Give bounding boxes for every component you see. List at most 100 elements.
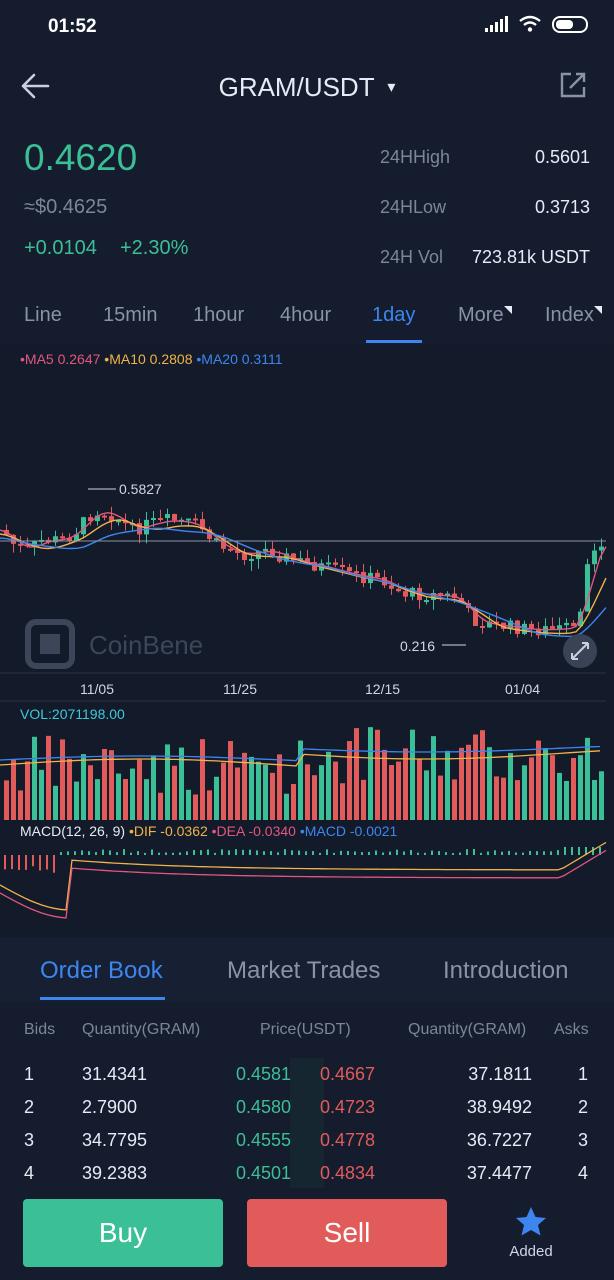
macd-bar: [25, 855, 27, 870]
dea-legend: •DEA -0.0340: [211, 823, 296, 839]
tab-line[interactable]: Line: [24, 304, 62, 326]
tab-introduction[interactable]: Introduction: [443, 957, 569, 984]
volume-bar: [67, 758, 72, 820]
candle: [564, 622, 569, 626]
candle: [508, 620, 513, 630]
macd-bar: [165, 852, 167, 855]
bid-rank: 2: [24, 1097, 35, 1117]
macd-bar: [515, 852, 517, 855]
macd-bar: [284, 849, 286, 855]
volume-bar: [228, 741, 233, 820]
bid-rank: 1: [24, 1064, 35, 1084]
tab-15min[interactable]: 15min: [103, 304, 158, 326]
macd-bar: [319, 852, 321, 855]
bid-quantity: 39.2383: [82, 1163, 148, 1183]
macd-bar: [46, 855, 48, 870]
buy-button[interactable]: Buy: [23, 1199, 223, 1267]
volume-bar: [557, 772, 562, 820]
volume-bar: [88, 765, 93, 820]
macd-bar: [417, 852, 419, 855]
candle: [249, 559, 254, 562]
back-arrow-icon[interactable]: [20, 72, 50, 100]
volume-bar: [508, 753, 513, 820]
tab-4hour[interactable]: 4hour: [280, 304, 332, 326]
chart-canvas[interactable]: CoinBene 0.5827 0.216 11/05 11/25 12/15 …: [0, 345, 614, 937]
battery-icon: [552, 15, 588, 33]
ask-rank: 2: [577, 1097, 588, 1117]
volume-bar: [536, 740, 541, 820]
volume-bar: [144, 779, 149, 820]
macd-bar: [564, 847, 566, 855]
macd-bar: [410, 849, 412, 855]
low-value: 0.3713: [534, 197, 590, 217]
bid-price: 0.4501: [236, 1163, 292, 1183]
volume-bar: [396, 761, 401, 820]
macd-bar: [235, 849, 237, 855]
ask-rank: 3: [577, 1130, 588, 1150]
macd-bar: [354, 851, 356, 855]
volume-bar: [326, 751, 331, 820]
expand-icon[interactable]: [563, 634, 597, 668]
bid-price: 0.4581: [236, 1064, 292, 1084]
macd-bar: [466, 849, 468, 855]
tab-order-book[interactable]: Order Book: [40, 957, 163, 984]
macd-bar: [102, 849, 104, 855]
candle: [347, 567, 352, 572]
bid-rank: 4: [24, 1163, 35, 1183]
timeframe-active-underline: [366, 340, 422, 343]
volume-bar: [438, 775, 443, 820]
volume-bar: [347, 741, 352, 820]
volume-bar: [473, 734, 478, 820]
kline-chart[interactable]: CoinBene 0.5827 0.216 11/05 11/25 12/15 …: [0, 345, 614, 937]
tab-1day[interactable]: 1day: [372, 304, 416, 326]
macd-bar: [382, 852, 384, 855]
sell-button[interactable]: Sell: [247, 1199, 447, 1267]
macd-bar: [249, 849, 251, 855]
signal-icon: [485, 16, 508, 32]
volume-bar: [389, 764, 394, 820]
macd-bar: [585, 847, 587, 855]
ask-rank: 4: [577, 1163, 588, 1183]
bid-quantity: 2.7900: [82, 1097, 138, 1117]
tab-1hour[interactable]: 1hour: [193, 304, 245, 326]
asks-header: Asks: [554, 1021, 589, 1038]
candle: [95, 515, 100, 522]
tab-more[interactable]: More: [458, 304, 512, 327]
candle: [74, 534, 79, 541]
share-icon[interactable]: [558, 70, 588, 100]
volume-bar: [158, 792, 163, 820]
volume-bar: [102, 749, 107, 820]
macd-bar: [487, 851, 489, 855]
tab-index[interactable]: Index: [545, 304, 602, 327]
macd-bar: [221, 849, 223, 855]
bid-price: 0.4555: [236, 1130, 292, 1150]
macd-bar: [543, 851, 545, 855]
status-icons: [485, 15, 588, 33]
bid-rank: 3: [24, 1130, 35, 1150]
volume-bar: [270, 772, 275, 820]
pair-selector[interactable]: GRAM/USDT ▾: [0, 72, 614, 103]
macd-bar: [193, 849, 195, 855]
volume-bar: [410, 729, 415, 820]
bid-quantity-header: Quantity(GRAM): [82, 1021, 201, 1038]
candle: [529, 623, 534, 629]
ask-price: 0.4667: [320, 1064, 376, 1084]
candle: [158, 518, 163, 521]
candle: [550, 626, 555, 629]
candle: [256, 550, 261, 560]
volume-bar: [172, 765, 177, 820]
candle: [263, 548, 268, 551]
tab-market-trades[interactable]: Market Trades: [227, 957, 381, 984]
candle: [242, 552, 247, 561]
volume-bar: [354, 728, 359, 820]
macd-bar: [39, 855, 41, 871]
macd-bar: [123, 849, 125, 855]
candle: [305, 558, 310, 563]
macd-title: MACD(12, 26, 9): [20, 823, 126, 839]
volume-bar: [151, 755, 156, 820]
candle: [18, 543, 23, 546]
favorite-button[interactable]: Added: [498, 1206, 564, 1260]
volume-bar: [18, 790, 23, 820]
dif-line: [0, 841, 607, 911]
macd-bar: [389, 851, 391, 855]
